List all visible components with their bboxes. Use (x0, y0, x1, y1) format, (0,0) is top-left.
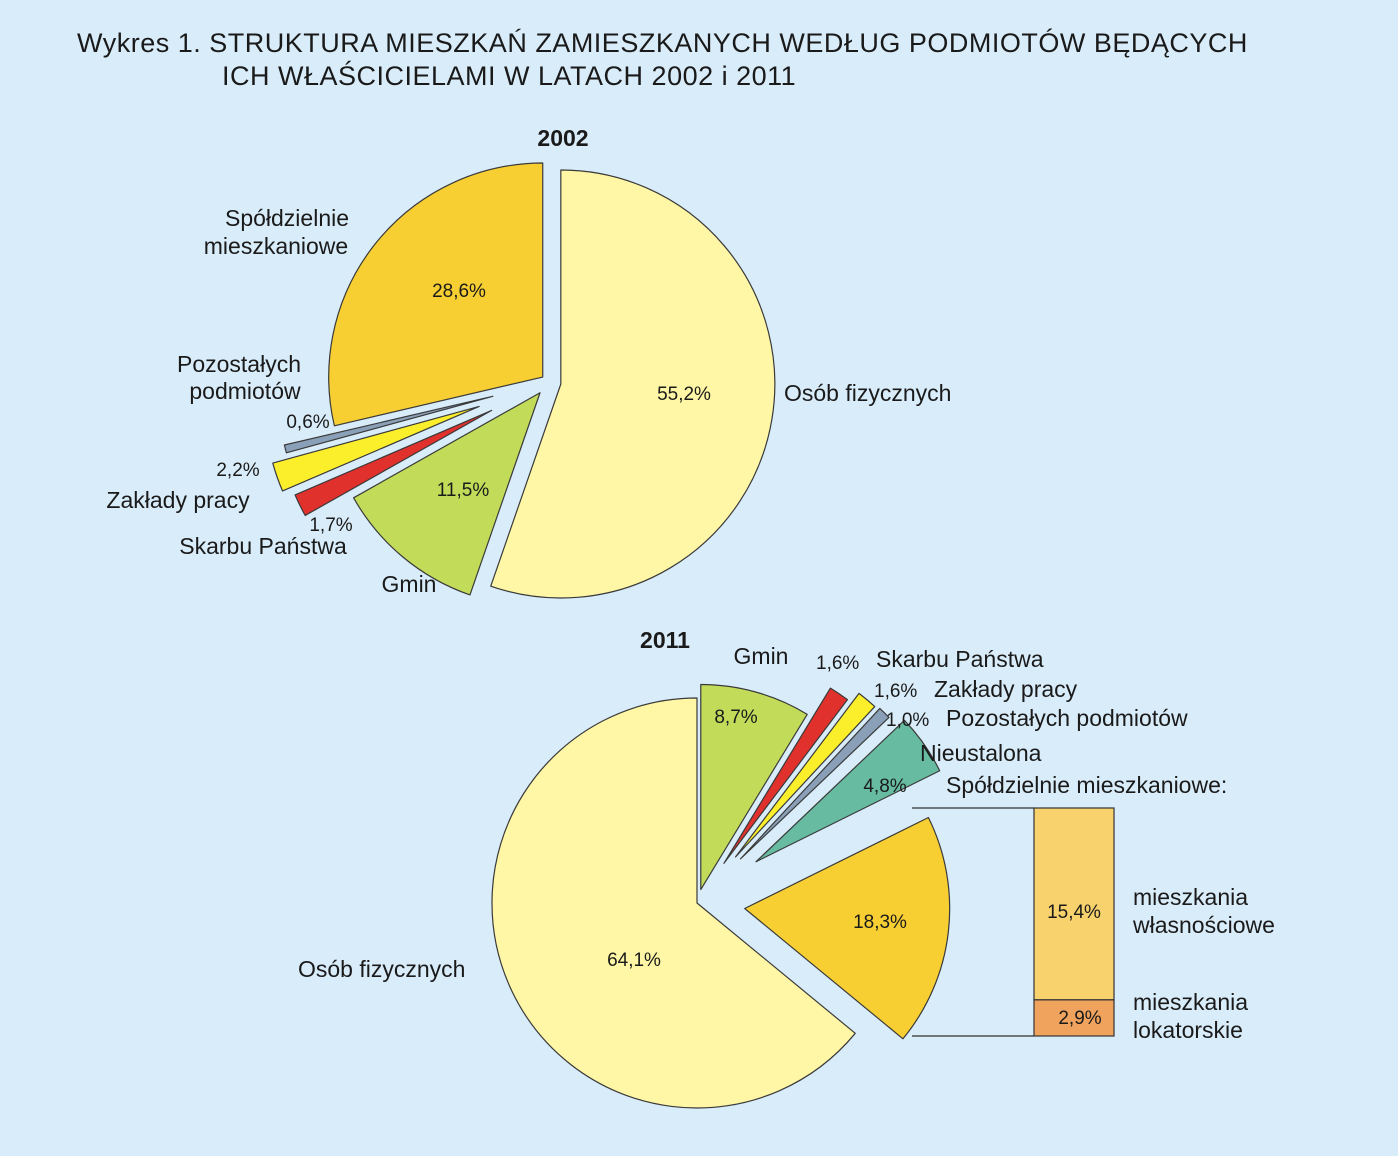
bar-segment-wlasnosciowe (1033, 807, 1115, 1001)
pct-2011-spoldzielnie: 18,3% (853, 912, 907, 933)
slice-2011-skarbu-panstwa (723, 687, 849, 864)
slice-2011-pozostalych-podmiotow (739, 707, 890, 860)
label-wlasnosciowe-2: własnościowe (1132, 912, 1275, 938)
label-2002-zaklady: Zakłady pracy (106, 487, 250, 513)
slice-2011-gmin (700, 683, 808, 891)
label-2011-osob: Osób fizycznych (298, 956, 465, 982)
pie-2002-title: 2002 (537, 125, 588, 151)
pct-2002-gmin: 11,5% (437, 480, 490, 501)
pct-2011-zaklady: 1,6% (874, 681, 917, 702)
pct-2011-osob: 64,1% (607, 950, 661, 971)
slice-2002-zaklady-pracy (272, 405, 480, 492)
slice-2011-osob-fizycznych (491, 697, 856, 1109)
bar-segment-lokatorskie (1033, 999, 1115, 1037)
label-2011-nieustalona: Nieustalona (920, 740, 1042, 766)
label-2002-pozostalych-1: Pozostałych (177, 351, 301, 377)
pie-2002-slices (272, 162, 776, 599)
label-2002-spoldzielnie-1: Spółdzielnie (225, 205, 349, 231)
pct-2002-skarbu: 1,7% (309, 515, 352, 536)
chart-title-line-1: Wykres 1. STRUKTURA MIESZKAŃ ZAMIESZKANY… (77, 28, 1248, 58)
pie-2011-title: 2011 (640, 627, 690, 653)
label-2002-spoldzielnie-2: mieszkaniowe (204, 233, 348, 259)
slice-2002-skarbu-panstwa (294, 409, 493, 517)
pct-2011-pozostalych: 1,0% (886, 710, 929, 731)
slice-2011-nieustalona (755, 719, 941, 863)
label-lokatorskie-2: lokatorskie (1133, 1017, 1243, 1043)
pie-2011: 2011 Gmin 8,7% 1,6% Skarbu Państwa 1,6% … (298, 627, 1275, 1109)
label-wlasnosciowe-1: mieszkania (1133, 884, 1248, 910)
slice-2002-osob-fizycznych (490, 169, 776, 599)
pie-2002: 2002 Spółdzielnie mieszkaniowe 28,6% Poz… (106, 125, 951, 599)
slice-2011-zaklady-pracy (734, 692, 876, 858)
chart-title-line-2: ICH WŁAŚCICIELAMI W LATACH 2002 i 2011 (222, 61, 797, 91)
label-2002-gmin: Gmin (382, 571, 437, 597)
slice-2002-pozostalych-podmiotow (283, 395, 494, 454)
label-2011-pozostalych: Pozostałych podmiotów (946, 705, 1188, 731)
pct-2002-osob: 55,2% (657, 384, 711, 405)
pct-2011-nieustalona: 4,8% (863, 776, 906, 797)
label-lokatorskie-1: mieszkania (1133, 989, 1248, 1015)
label-2011-skarbu: Skarbu Państwa (876, 646, 1044, 672)
label-2011-zaklady: Zakłady pracy (934, 676, 1078, 702)
pct-2011-skarbu: 1,6% (816, 653, 859, 674)
slice-2011-spoldzielnie-mieszkaniowe (744, 816, 951, 1040)
label-2011-gmin: Gmin (734, 643, 789, 669)
label-2002-skarbu: Skarbu Państwa (179, 533, 347, 559)
pct-2011-gmin: 8,7% (714, 707, 757, 728)
slice-2002-gmin (352, 392, 541, 596)
pct-lokatorskie: 2,9% (1058, 1008, 1101, 1029)
pie-2011-slices (491, 683, 951, 1109)
slice-2002-spoldzielnie-mieszkaniowe (328, 162, 544, 427)
pct-2002-zaklady: 2,2% (216, 460, 259, 481)
pct-wlasnosciowe: 15,4% (1047, 902, 1101, 923)
pct-2002-spoldzielnie: 28,6% (432, 281, 486, 302)
spoldzielnie-breakdown: 15,4% 2,9% mieszkania własnościowe miesz… (912, 807, 1275, 1043)
pct-2002-pozostalych: 0,6% (286, 412, 329, 433)
label-2011-spoldzielnie-breakdown: Spółdzielnie mieszkaniowe: (946, 772, 1227, 798)
label-2002-pozostalych-2: podmiotów (189, 378, 301, 404)
label-2002-osob: Osób fizycznych (784, 380, 951, 406)
